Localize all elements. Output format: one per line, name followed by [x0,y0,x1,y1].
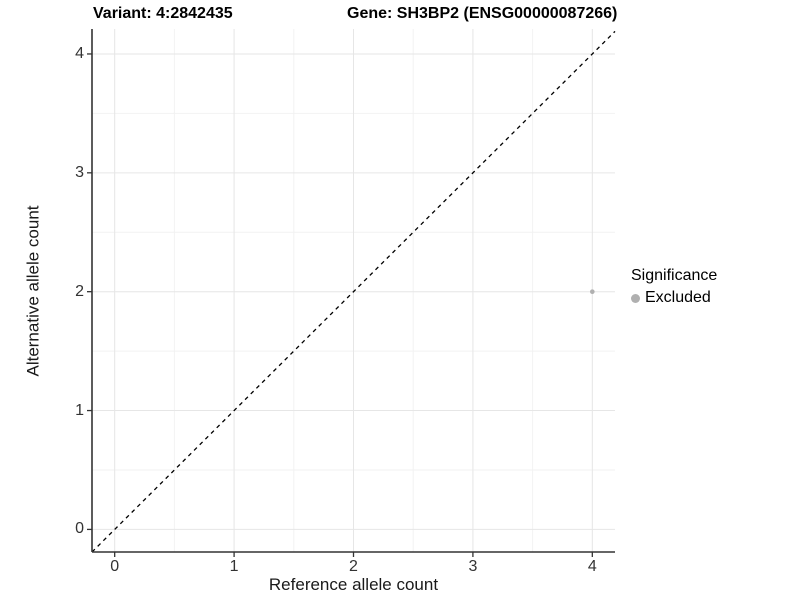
x-tick-label: 3 [468,558,478,575]
legend-item-excluded: Excluded [631,288,717,308]
x-tick-label: 4 [587,558,597,575]
excluded-point-icon [631,293,640,303]
legend: Significance Excluded [631,266,717,308]
x-tick-label: 1 [229,558,239,575]
variant-title: Variant: 4:2842435 [93,5,233,22]
y-tick-label: 4 [75,44,84,62]
y-tick-label: 3 [75,163,84,181]
legend-title: Significance [631,267,718,284]
x-tick-label: 2 [349,558,358,575]
y-axis-title-wrap: Alternative allele count [20,29,48,552]
data-point [590,289,595,294]
y-tick-label: 1 [75,401,84,419]
gene-title: Gene: SH3BP2 (ENSG00000087266) [347,5,618,22]
y-axis-title: Alternative allele count [24,204,44,377]
identity-reference-line [91,30,616,553]
y-tick-label: 0 [75,520,84,538]
legend-item-label: Excluded [645,289,711,306]
y-tick-label: 2 [75,282,84,300]
x-axis-title: Reference allele count [268,575,439,594]
x-tick-label: 0 [110,558,120,575]
